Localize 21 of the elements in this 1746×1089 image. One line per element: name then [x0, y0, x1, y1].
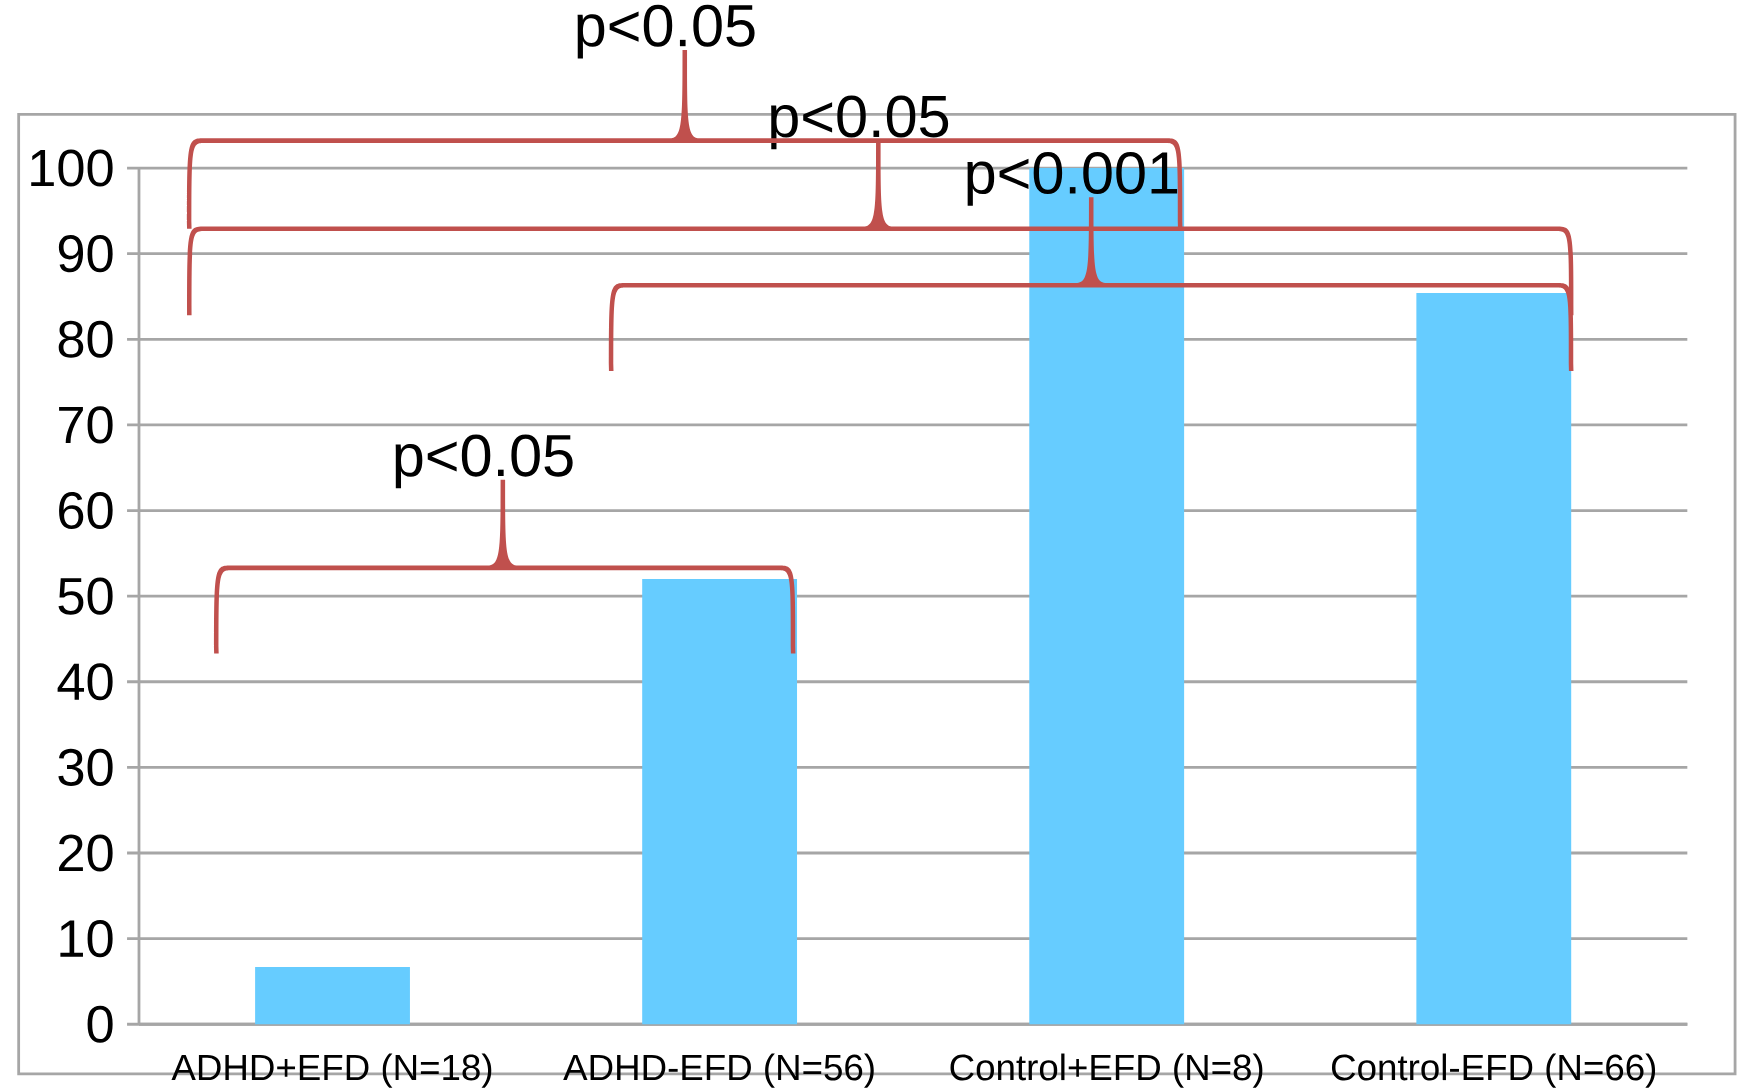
y-tick-label: 60	[59, 492, 113, 530]
text: p<0.05	[771, 95, 949, 150]
x-tick-label: ADHD+EFD (N=18)	[171, 1053, 492, 1088]
y-tick-label: 100	[31, 149, 113, 187]
y-tick-label: 80	[58, 320, 113, 358]
text: p<0.05	[577, 4, 755, 59]
y-tick-label: 10	[60, 920, 113, 958]
x-tick-label: Control+EFD (N=8)	[950, 1053, 1263, 1088]
y-tick-label: 20	[59, 834, 113, 872]
y-tick-label: 40	[57, 663, 113, 701]
y-tick-label: 90	[58, 235, 113, 273]
x-tick-label: ADHD-EFD (N=56)	[563, 1053, 874, 1088]
bar	[1416, 293, 1572, 1025]
y-tick-label: 0	[87, 1005, 113, 1043]
y-tick-label: 50	[58, 577, 113, 615]
bar	[642, 579, 798, 1025]
bar	[255, 966, 410, 1025]
y-tick-label: 30	[58, 748, 113, 786]
y-tick-label: 70	[59, 406, 113, 444]
annotation: p<0.05	[395, 434, 573, 489]
x-tick-label: Control-EFD (N=66)	[1331, 1053, 1656, 1088]
